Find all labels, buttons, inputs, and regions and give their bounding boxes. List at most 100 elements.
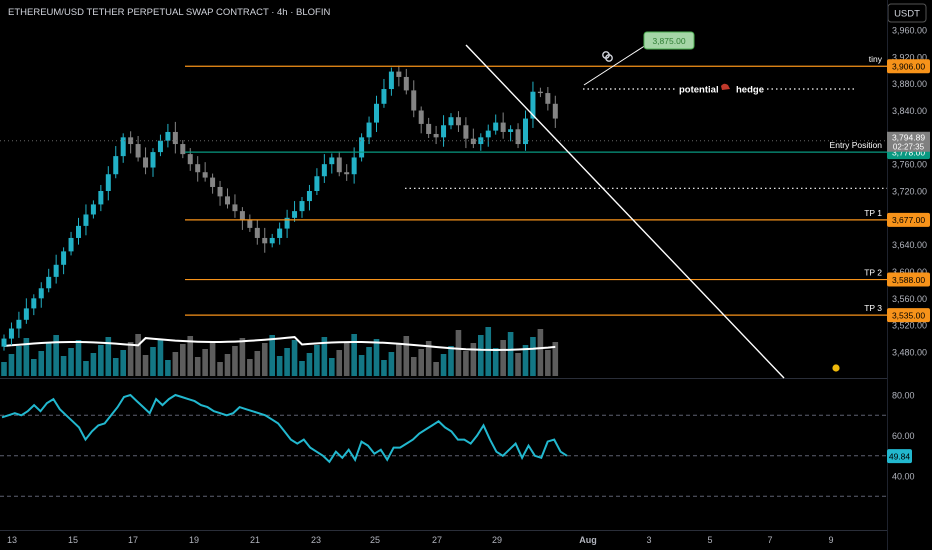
candle-body: [277, 228, 283, 238]
link-icon[interactable]: [602, 51, 613, 62]
price-tick-label: 3,520.00: [892, 321, 927, 331]
volume-bar: [269, 335, 275, 376]
volume-bar: [172, 352, 179, 376]
price-level-tag-label: 3,906.00: [892, 61, 925, 71]
volume-bar: [209, 341, 216, 376]
price-level-label: TP 1: [864, 208, 882, 218]
price-tick-label: 3,560.00: [892, 294, 927, 304]
volume-bar: [425, 341, 432, 376]
candle-body: [366, 122, 372, 138]
volume-bar: [187, 336, 194, 376]
candle-body: [455, 117, 461, 126]
volume-bar: [105, 337, 112, 376]
candle-body: [523, 118, 528, 145]
volume-bar: [299, 361, 305, 376]
candle-body: [38, 288, 44, 299]
volume-bar: [53, 335, 59, 376]
volume-bar: [336, 350, 343, 376]
price-level-label: TP 2: [864, 268, 882, 278]
time-tick-label: 25: [370, 535, 380, 545]
candle-body: [441, 125, 447, 138]
candles-layer: [1, 65, 558, 351]
volume-bar: [440, 354, 447, 376]
candle-body: [396, 71, 402, 77]
coin-icon[interactable]: [832, 364, 840, 372]
time-tick-label: 15: [68, 535, 78, 545]
volume-bar: [343, 342, 350, 376]
candle-body: [545, 93, 551, 104]
hedge-label-right: hedge: [736, 85, 764, 96]
candle-body: [61, 251, 67, 265]
candle-body: [388, 71, 394, 90]
volume-bar: [165, 360, 171, 376]
candle-body: [411, 90, 417, 111]
volume-bar: [448, 346, 454, 376]
volume-bar: [366, 347, 372, 376]
price-tick-label: 3,640.00: [892, 240, 927, 250]
volume-layer: [1, 327, 559, 376]
rsi-value-tag: [887, 449, 912, 464]
price-level-tag-label: 3,535.00: [892, 310, 925, 320]
candle-body: [202, 172, 208, 178]
chart-title: ETHEREUM/USD TETHER PERPETUAL SWAP CONTR…: [8, 7, 330, 18]
price-tick-label: 3,760.00: [892, 160, 927, 170]
time-tick-label: 21: [250, 535, 260, 545]
hedge-label-left: potential: [679, 85, 719, 96]
rsi-tick-label: 40.00: [892, 472, 915, 482]
volume-bar: [194, 357, 201, 376]
volume-bar: [545, 350, 551, 376]
volume-bar: [239, 338, 246, 376]
volume-bar: [485, 327, 492, 376]
volume-bar: [396, 344, 402, 376]
candle-body: [292, 211, 298, 218]
candle-body: [530, 91, 536, 119]
volume-bar: [552, 342, 559, 376]
current-price-tag: [887, 131, 930, 152]
candle-body: [83, 214, 89, 226]
currency-button[interactable]: USDT: [887, 3, 927, 23]
volume-bar: [135, 334, 141, 376]
volume-bar: [358, 355, 365, 376]
callout-box: [643, 31, 695, 50]
time-tick-label: 23: [311, 535, 321, 545]
candle-body: [31, 298, 37, 309]
candle-body: [23, 308, 29, 320]
volume-bar: [224, 354, 231, 376]
rsi-pane: 80.00 60.00 40.00 49.84: [0, 391, 915, 497]
candle-body: [485, 130, 491, 138]
volume-bar: [403, 336, 410, 376]
price-tick-label: 3,480.00: [892, 348, 927, 358]
candle-body: [105, 174, 111, 191]
candle-body: [53, 264, 59, 277]
volume-bar: [388, 352, 395, 376]
price-tick-label: 3,920.00: [892, 52, 927, 62]
price-level-label: tiny: [869, 54, 883, 64]
volume-bar: [433, 362, 439, 376]
candle-body: [359, 137, 365, 158]
candle-body: [299, 201, 305, 212]
price-level-tag: [887, 59, 930, 74]
candle-body: [321, 164, 327, 177]
candle-body: [500, 122, 506, 132]
volume-bar: [98, 345, 104, 376]
candle-body: [16, 319, 22, 329]
candle-body: [210, 177, 216, 187]
volume-bar: [31, 359, 37, 376]
candle-body: [336, 157, 342, 173]
volume-bar: [217, 362, 223, 376]
candle-body: [329, 157, 335, 165]
candle-body: [113, 156, 119, 175]
volume-bar: [232, 346, 238, 376]
volume-bar: [500, 340, 506, 376]
candle-body: [120, 137, 126, 157]
candle-body: [314, 176, 320, 191]
candle-body: [180, 144, 186, 155]
candle-body: [433, 133, 439, 138]
volume-bar: [284, 348, 290, 376]
price-tick-label: 3,720.00: [892, 187, 927, 197]
volume-bar: [314, 345, 320, 376]
volume-bar: [157, 339, 164, 376]
volume-bar: [418, 349, 424, 376]
